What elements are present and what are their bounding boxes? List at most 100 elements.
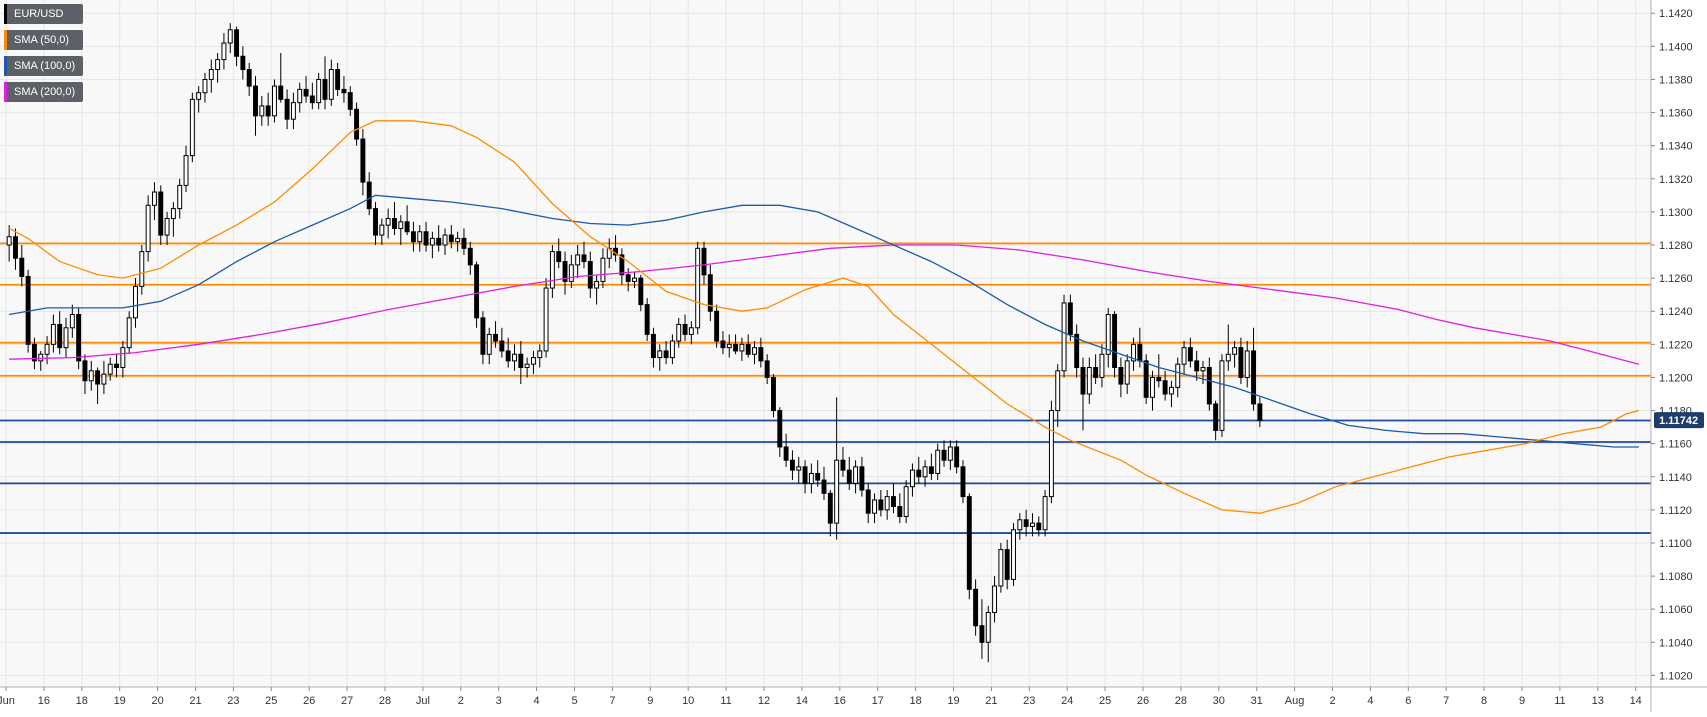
candle-body (1244, 350, 1250, 378)
candle (1181, 341, 1187, 375)
candle (941, 440, 947, 467)
candle (208, 59, 214, 93)
candle-body (126, 317, 132, 349)
candle (69, 304, 75, 338)
candle-body (524, 363, 530, 369)
candle (998, 542, 1004, 593)
candle (309, 82, 315, 110)
x-tick-label: Jul (416, 695, 430, 707)
candle (764, 354, 770, 385)
candle-body (789, 459, 795, 471)
x-tick-label: 3 (496, 695, 502, 707)
candle (992, 576, 998, 623)
candle-body (499, 340, 505, 352)
candle (429, 231, 435, 259)
legend-label: SMA (50,0) (14, 34, 70, 46)
legend-item-eurusd[interactable]: EUR/USD (4, 4, 84, 24)
candle-body (594, 280, 600, 289)
candle-body (1194, 360, 1200, 372)
candle (221, 33, 227, 70)
candle (834, 397, 840, 540)
candle-body (177, 184, 183, 210)
candle (651, 327, 656, 368)
legend-swatch (4, 4, 7, 24)
candle-body (392, 218, 397, 229)
candle (38, 350, 44, 371)
candle-body (726, 343, 732, 349)
x-tick-label: 28 (1175, 695, 1187, 707)
y-tick-label: 1.1280 (1659, 240, 1693, 252)
x-tick-label: 19 (114, 695, 126, 707)
candle (133, 278, 138, 328)
candle-body (354, 108, 360, 140)
legend-item-sma-200[interactable]: SMA (200,0) (4, 82, 84, 102)
candle-body (265, 105, 271, 117)
candle-body (1168, 386, 1174, 395)
candle-body (1004, 549, 1010, 580)
candle-body (973, 588, 979, 627)
candle (966, 493, 972, 600)
legend-item-sma-50[interactable]: SMA (50,0) (4, 30, 84, 50)
x-tick-label: 7 (1443, 695, 1449, 707)
current-price-tag: 1.11742 (1654, 412, 1704, 429)
candle-body (632, 277, 637, 282)
legend-item-sma-100[interactable]: SMA (100,0) (4, 56, 84, 76)
candle (436, 225, 442, 252)
candle (354, 102, 360, 146)
candle (802, 460, 808, 494)
candle (1143, 354, 1149, 404)
candle (518, 341, 524, 385)
candle-body (1061, 302, 1067, 372)
x-tick-label: 21 (985, 695, 997, 707)
candle (227, 23, 233, 53)
candle (922, 460, 928, 487)
legend: EUR/USD SMA (50,0) SMA (100,0) SMA (200,… (4, 4, 84, 108)
candle (632, 271, 637, 289)
candle-body (246, 69, 252, 87)
y-tick-label: 1.1140 (1659, 472, 1692, 484)
candle (13, 228, 18, 270)
candle-body (189, 98, 195, 157)
candle-body (777, 410, 783, 448)
candle-body (821, 479, 827, 494)
y-tick-label: 1.1320 (1659, 174, 1693, 186)
candle-body (202, 78, 208, 94)
y-tick-label: 1.1420 (1659, 8, 1693, 20)
candle (1187, 337, 1193, 368)
candle-body (76, 314, 82, 362)
candle-body (1181, 347, 1187, 365)
candle (455, 231, 461, 252)
candle-body (493, 333, 498, 342)
candle-body (107, 363, 113, 375)
candle-body (164, 218, 170, 236)
candle (253, 76, 258, 136)
candle (1200, 360, 1206, 385)
x-tick-label: 26 (303, 695, 315, 707)
candle (158, 185, 164, 246)
candle-body (1124, 360, 1130, 385)
candle-body (619, 254, 625, 276)
candle-body (669, 340, 675, 359)
candle-body (278, 85, 284, 100)
x-tick-label: 20 (151, 695, 163, 707)
candle (107, 357, 113, 381)
candle-body (556, 251, 562, 263)
candle-body (50, 323, 56, 345)
candle-body (486, 333, 492, 355)
candle-body (1257, 403, 1263, 421)
x-tick-label: 8 (1481, 695, 1487, 707)
candle (322, 56, 328, 110)
candle-body (1238, 347, 1244, 378)
candle (385, 208, 391, 239)
candle-body (859, 466, 865, 491)
candle (537, 344, 543, 368)
candle-body (13, 236, 18, 259)
candle (417, 225, 423, 252)
candle (189, 92, 195, 163)
x-tick-label: 11 (1554, 695, 1565, 707)
candle (600, 248, 606, 289)
candle-body (1080, 367, 1086, 395)
candle (594, 274, 600, 305)
